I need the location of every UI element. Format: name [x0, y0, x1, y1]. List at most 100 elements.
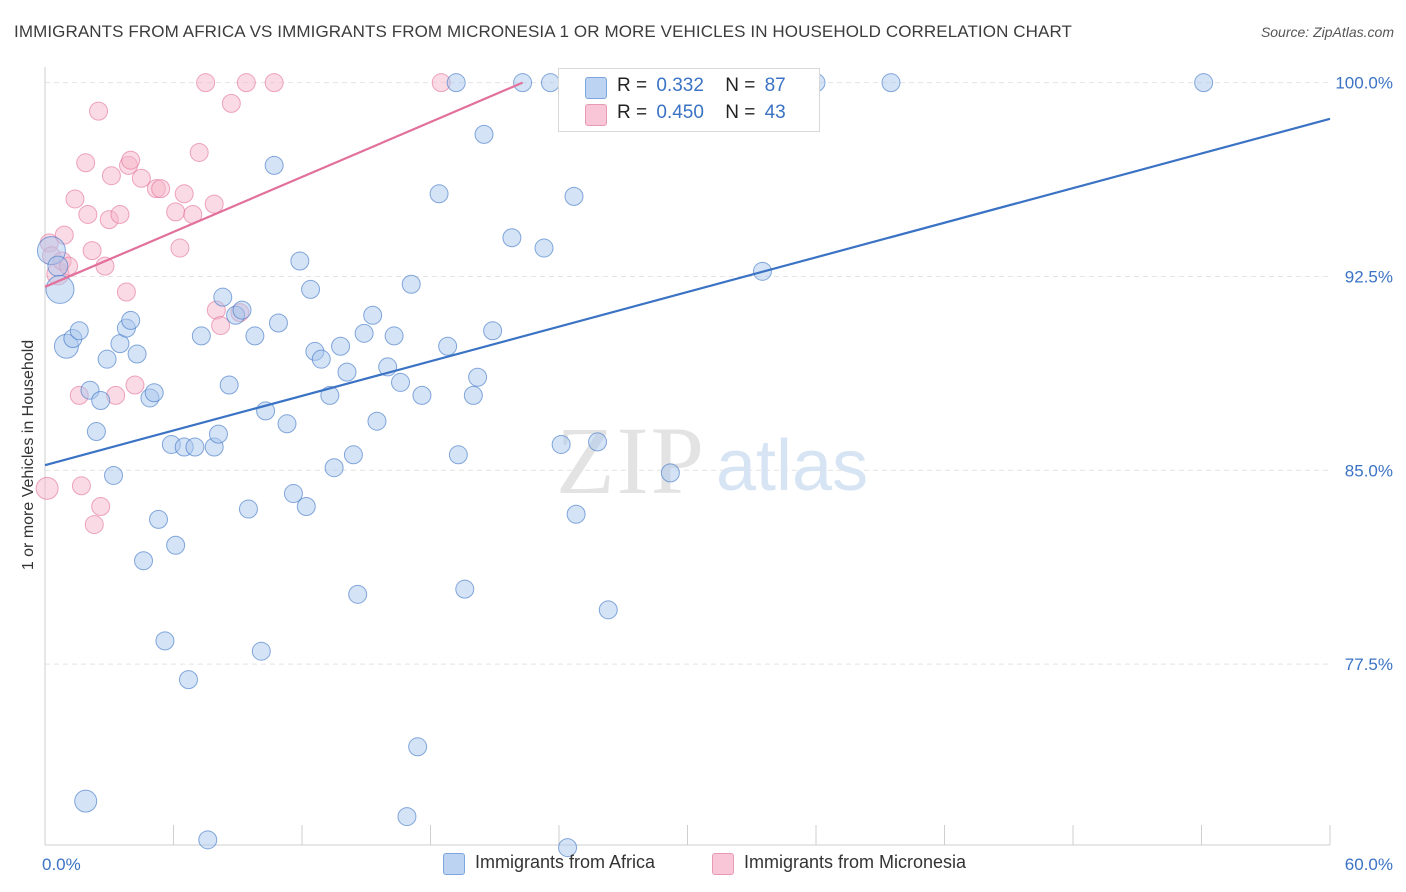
- africa-point: [337, 362, 357, 382]
- africa-point: [474, 124, 494, 144]
- africa-point: [264, 155, 284, 175]
- africa-point: [301, 279, 321, 299]
- africa-points: [36, 73, 1214, 858]
- micronesia-point: [95, 256, 115, 276]
- africa-point: [166, 535, 186, 555]
- y-tick-label: 100.0%: [1335, 74, 1393, 93]
- africa-point: [311, 349, 331, 369]
- micronesia-point: [264, 73, 284, 93]
- micronesia-legend-label: Immigrants from Micronesia: [744, 852, 967, 872]
- micronesia-point: [166, 202, 186, 222]
- africa-point: [534, 238, 554, 258]
- y-tick-label: 85.0%: [1345, 461, 1393, 480]
- micronesia-point: [204, 194, 224, 214]
- x-tick-labels: 0.0% 60.0%: [42, 855, 1393, 874]
- africa-point: [121, 310, 141, 330]
- africa-point: [566, 504, 586, 524]
- africa-point: [564, 186, 584, 206]
- source-label: Source: ZipAtlas.com: [1260, 24, 1394, 40]
- micronesia-point: [125, 375, 145, 395]
- africa-point: [324, 458, 344, 478]
- africa-point: [502, 228, 522, 248]
- micronesia-swatch: [585, 104, 607, 126]
- micronesia-point: [71, 476, 91, 496]
- micronesia-point: [110, 204, 130, 224]
- africa-point: [881, 73, 901, 93]
- africa-point: [588, 432, 608, 452]
- africa-point: [144, 383, 164, 403]
- r-label: R =: [617, 102, 648, 123]
- legend-item-africa[interactable]: Immigrants from Africa: [443, 850, 693, 878]
- micronesia-point: [236, 73, 256, 93]
- micronesia-point: [189, 142, 209, 162]
- africa-point: [348, 584, 368, 604]
- trend-lines: [44, 81, 1331, 467]
- africa-point: [155, 631, 175, 651]
- africa-point: [367, 411, 387, 431]
- africa-point: [69, 321, 89, 341]
- x-tick-label: 0.0%: [42, 855, 81, 874]
- africa-point: [91, 391, 111, 411]
- africa-point: [401, 274, 421, 294]
- n-label: N =: [725, 75, 756, 96]
- micronesia-point: [84, 515, 104, 535]
- africa-point: [283, 484, 303, 504]
- axes: [44, 67, 1331, 846]
- micronesia-n-value: 43: [764, 102, 786, 123]
- africa-point: [208, 424, 228, 444]
- africa-point: [74, 789, 98, 813]
- correlation-legend: R = 0.332 N = 87 R = 0.450 N = 43: [558, 68, 820, 132]
- africa-point: [97, 349, 117, 369]
- africa-point: [232, 300, 252, 320]
- watermark-zip: ZIP: [556, 407, 706, 514]
- africa-point: [320, 385, 340, 405]
- y-tick-label: 92.5%: [1345, 267, 1393, 286]
- africa-point: [598, 600, 618, 620]
- micronesia-point: [101, 166, 121, 186]
- micronesia-point: [221, 93, 241, 113]
- micronesia-point: [78, 204, 98, 224]
- africa-point: [290, 251, 310, 271]
- africa-swatch: [585, 77, 607, 99]
- africa-point: [268, 313, 288, 333]
- africa-point: [463, 385, 483, 405]
- watermark: ZIP atlas: [556, 407, 868, 514]
- watermark-atlas: atlas: [716, 426, 868, 506]
- micronesia-point: [89, 101, 109, 121]
- micronesia-point: [116, 282, 136, 302]
- africa-point: [558, 838, 578, 858]
- africa-point: [134, 551, 154, 571]
- africa-point: [438, 336, 458, 356]
- y-tick-labels: 100.0% 92.5% 85.0% 77.5%: [1335, 74, 1393, 674]
- africa-point: [446, 73, 466, 93]
- africa-trend-line: [44, 117, 1331, 467]
- africa-point: [363, 305, 383, 325]
- africa-point: [185, 437, 205, 457]
- africa-point: [1194, 73, 1214, 93]
- micronesia-point: [82, 241, 102, 261]
- x-tick-label: 60.0%: [1345, 855, 1393, 874]
- micronesia-point: [196, 73, 216, 93]
- africa-point: [483, 321, 503, 341]
- legend-item-micronesia[interactable]: Immigrants from Micronesia: [712, 850, 1012, 878]
- y-tick-label: 77.5%: [1345, 655, 1393, 674]
- micronesia-point: [35, 476, 59, 500]
- africa-legend-swatch: [443, 853, 465, 875]
- africa-point: [331, 336, 351, 356]
- africa-point: [251, 641, 271, 661]
- micronesia-r-value: 0.450: [656, 102, 704, 123]
- africa-point: [245, 326, 265, 346]
- africa-point: [127, 344, 147, 364]
- africa-point: [296, 496, 316, 516]
- africa-point: [354, 323, 374, 343]
- africa-point: [238, 499, 258, 519]
- africa-point: [540, 73, 560, 93]
- africa-point: [213, 287, 233, 307]
- micronesia-point: [211, 316, 231, 336]
- africa-point: [468, 367, 488, 387]
- africa-point: [149, 509, 169, 529]
- africa-point: [198, 830, 218, 850]
- africa-point: [448, 445, 468, 465]
- micronesia-point: [65, 189, 85, 209]
